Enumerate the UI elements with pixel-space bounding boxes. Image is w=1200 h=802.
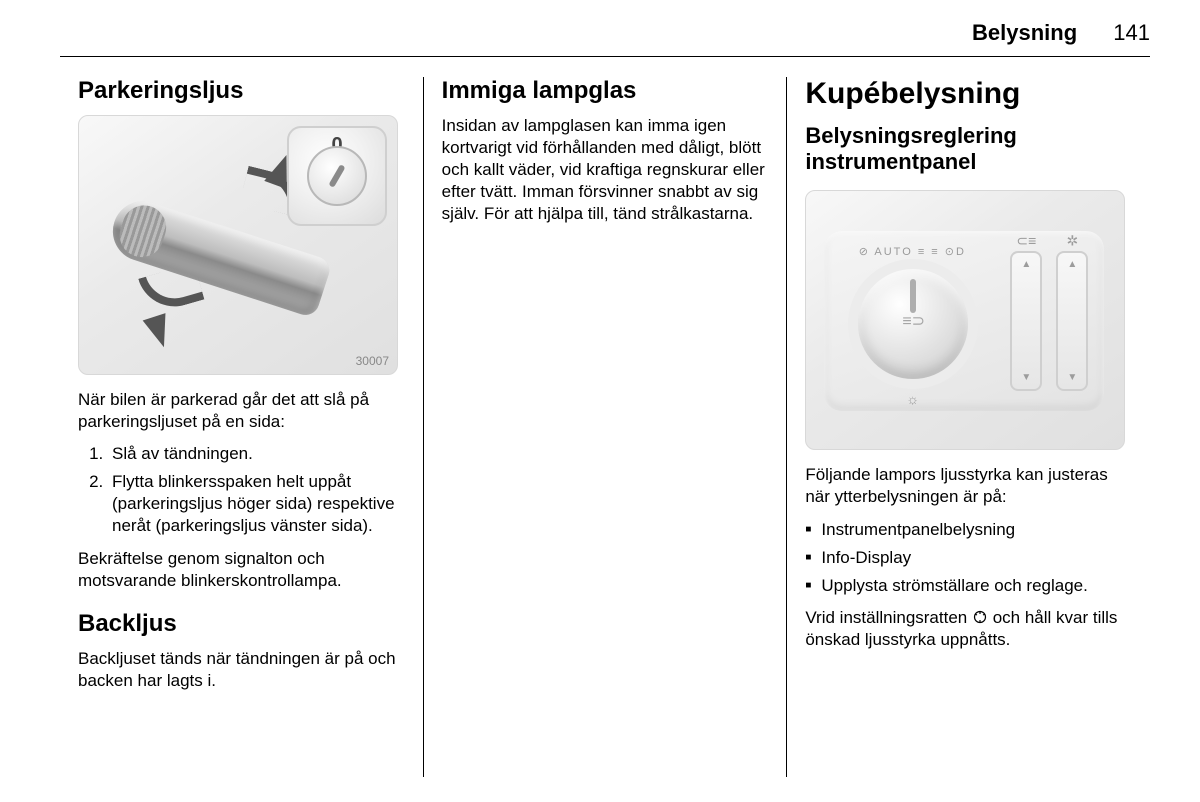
- panel-marks: ⊘ AUTO ≡ ≡ ⊙D: [840, 245, 984, 258]
- heading-immiga: Immiga lampglas: [442, 77, 769, 105]
- parkeringsljus-steps: Slå av tändningen. Flytta blinkersspaken…: [78, 443, 405, 537]
- parkeringsljus-intro: När bilen är parkerad går det att slå på…: [78, 389, 405, 433]
- bullet-2: Info-Display: [805, 546, 1132, 570]
- backljus-text: Backljuset tänds när tändningen är på oc…: [78, 648, 405, 692]
- kup-last-a: Vrid inställningsratten: [805, 608, 972, 627]
- subheading-belysningsreglering: Belysningsreglering instrumentpanel: [805, 123, 1132, 176]
- step-1: Slå av tändningen.: [108, 443, 405, 465]
- kup-intro: Följande lampors ljusstyrka kan just­era…: [805, 464, 1132, 508]
- dimmer-icon: ✲: [1066, 232, 1078, 249]
- brightness-slider: ✲: [1056, 251, 1088, 391]
- header-section: Belysning: [972, 20, 1077, 45]
- immiga-body: Insidan av lampglasen kan imma igen kort…: [442, 115, 769, 225]
- header-page-number: 141: [1113, 20, 1150, 45]
- kup-bullets: Instrumentpanelbelysning Info-Display Up…: [805, 518, 1132, 597]
- inset-dial: 0: [287, 126, 387, 226]
- bullet-1: Instrumentpanelbelysning: [805, 518, 1132, 542]
- column-2: Immiga lampglas Insidan av lampglasen ka…: [423, 77, 787, 777]
- kup-last: Vrid inställningsratten och håll kvar ti…: [805, 607, 1132, 651]
- panel-body: ⊘ AUTO ≡ ≡ ⊙D ≡⊃ ☼ ⊂≡ ✲: [824, 231, 1104, 411]
- figure-light-switch-panel: ⊘ AUTO ≡ ≡ ⊙D ≡⊃ ☼ ⊂≡ ✲: [805, 190, 1125, 450]
- arrow-down-icon: [143, 313, 176, 351]
- page-header: Belysning 141: [60, 20, 1150, 57]
- vertical-sliders: ⊂≡ ✲: [1010, 251, 1088, 391]
- headlamp-icon: ⊂≡: [1016, 232, 1036, 249]
- heading-backljus: Backljus: [78, 610, 405, 638]
- headlight-level-slider: ⊂≡: [1010, 251, 1042, 391]
- thumbwheel-icon: [972, 609, 988, 625]
- column-1: Parkeringsljus 0 30007 När bilen är park…: [60, 77, 423, 777]
- parkeringsljus-confirm: Bekräftelse genom signalton och motsvara…: [78, 548, 405, 592]
- brightness-icon: ☼: [906, 391, 919, 407]
- figure-number: 30007: [356, 354, 389, 368]
- figure-turn-stalk: 0 30007: [78, 115, 398, 375]
- content-columns: Parkeringsljus 0 30007 När bilen är park…: [60, 77, 1150, 777]
- column-3: Kupébelysning Belysningsreglering instru…: [786, 77, 1150, 777]
- fog-light-icon: ≡⊃: [902, 311, 925, 331]
- step-2: Flytta blinkersspaken helt uppåt (parker…: [108, 471, 405, 537]
- dial-icon: [307, 146, 367, 206]
- heading-parkeringsljus: Parkeringsljus: [78, 77, 405, 105]
- heading-kupebelysning: Kupébelysning: [805, 77, 1132, 111]
- bullet-3: Upplysta strömställare och reglage.: [805, 574, 1132, 598]
